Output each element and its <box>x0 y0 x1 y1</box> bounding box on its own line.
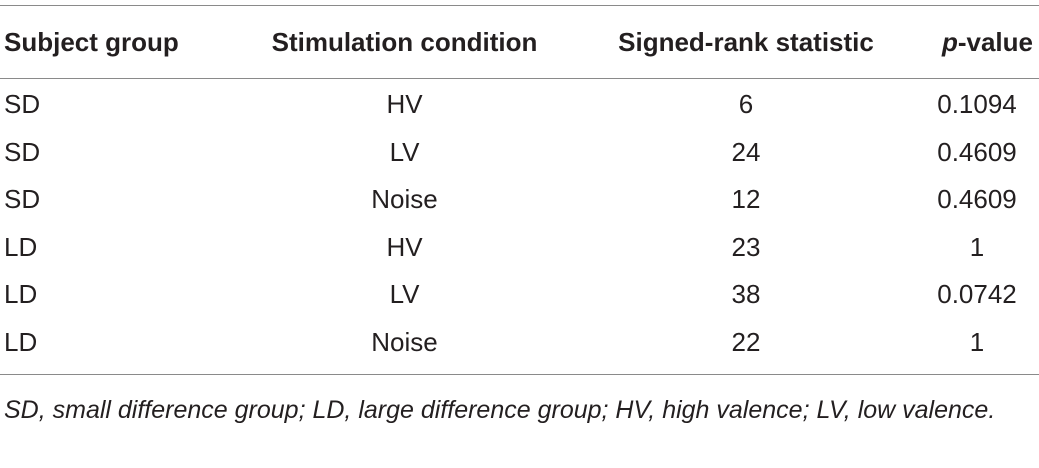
cell-signed-rank-statistic: 12 <box>731 184 761 215</box>
table-row: SD HV 6 0.1094 <box>0 79 1039 129</box>
cell-p-value: 0.0742 <box>937 279 1017 310</box>
cell-p-value: 0.4609 <box>937 184 1017 215</box>
table-footnote: SD, small difference group; LD, large di… <box>4 396 996 424</box>
cell-subject-group: SD <box>4 184 41 215</box>
cell-signed-rank-statistic: 24 <box>731 136 761 167</box>
cell-stimulation-condition: Noise <box>371 184 438 215</box>
cell-signed-rank-statistic: 22 <box>731 326 761 357</box>
cell-subject-group: LD <box>4 326 38 357</box>
header-p-italic: p <box>941 26 958 57</box>
cell-subject-group: SD <box>4 89 41 120</box>
cell-stimulation-condition: HV <box>386 231 423 262</box>
table-row: SD Noise 12 0.4609 <box>0 176 1039 224</box>
cell-signed-rank-statistic: 38 <box>731 279 761 310</box>
cell-stimulation-condition: HV <box>386 89 423 120</box>
header-stimulation-condition: Stimulation condition <box>271 26 538 57</box>
cell-stimulation-condition: LV <box>389 279 420 310</box>
table-row: SD LV 24 0.4609 <box>0 129 1039 177</box>
cell-stimulation-condition: LV <box>389 136 420 167</box>
cell-p-value: 0.1094 <box>937 89 1017 120</box>
table-row: LD HV 23 1 <box>0 224 1039 272</box>
table-header: Subject group Stimulation condition Sign… <box>0 5 1039 79</box>
cell-signed-rank-statistic: 23 <box>731 231 761 262</box>
results-table-container: Subject group Stimulation condition Sign… <box>0 5 1039 375</box>
header-row: Subject group Stimulation condition Sign… <box>0 5 1039 79</box>
cell-signed-rank-statistic: 6 <box>738 89 754 120</box>
results-table: Subject group Stimulation condition Sign… <box>0 5 1039 375</box>
header-p-suffix: -value <box>957 26 1033 57</box>
header-subject-group: Subject group <box>4 26 179 57</box>
table-row: LD LV 38 0.0742 <box>0 271 1039 319</box>
table-row: LD Noise 22 1 <box>0 319 1039 375</box>
header-signed-rank-statistic: Signed-rank statistic <box>618 26 874 57</box>
cell-stimulation-condition: Noise <box>371 326 438 357</box>
header-p-value: p-value <box>915 6 1039 79</box>
cell-p-value: 1 <box>969 326 985 357</box>
cell-p-value: 0.4609 <box>937 136 1017 167</box>
cell-subject-group: LD <box>4 231 38 262</box>
cell-subject-group: SD <box>4 136 41 167</box>
cell-subject-group: LD <box>4 279 38 310</box>
cell-p-value: 1 <box>969 231 985 262</box>
table-body: SD HV 6 0.1094 SD LV 24 0.4609 SD Noise … <box>0 79 1039 375</box>
